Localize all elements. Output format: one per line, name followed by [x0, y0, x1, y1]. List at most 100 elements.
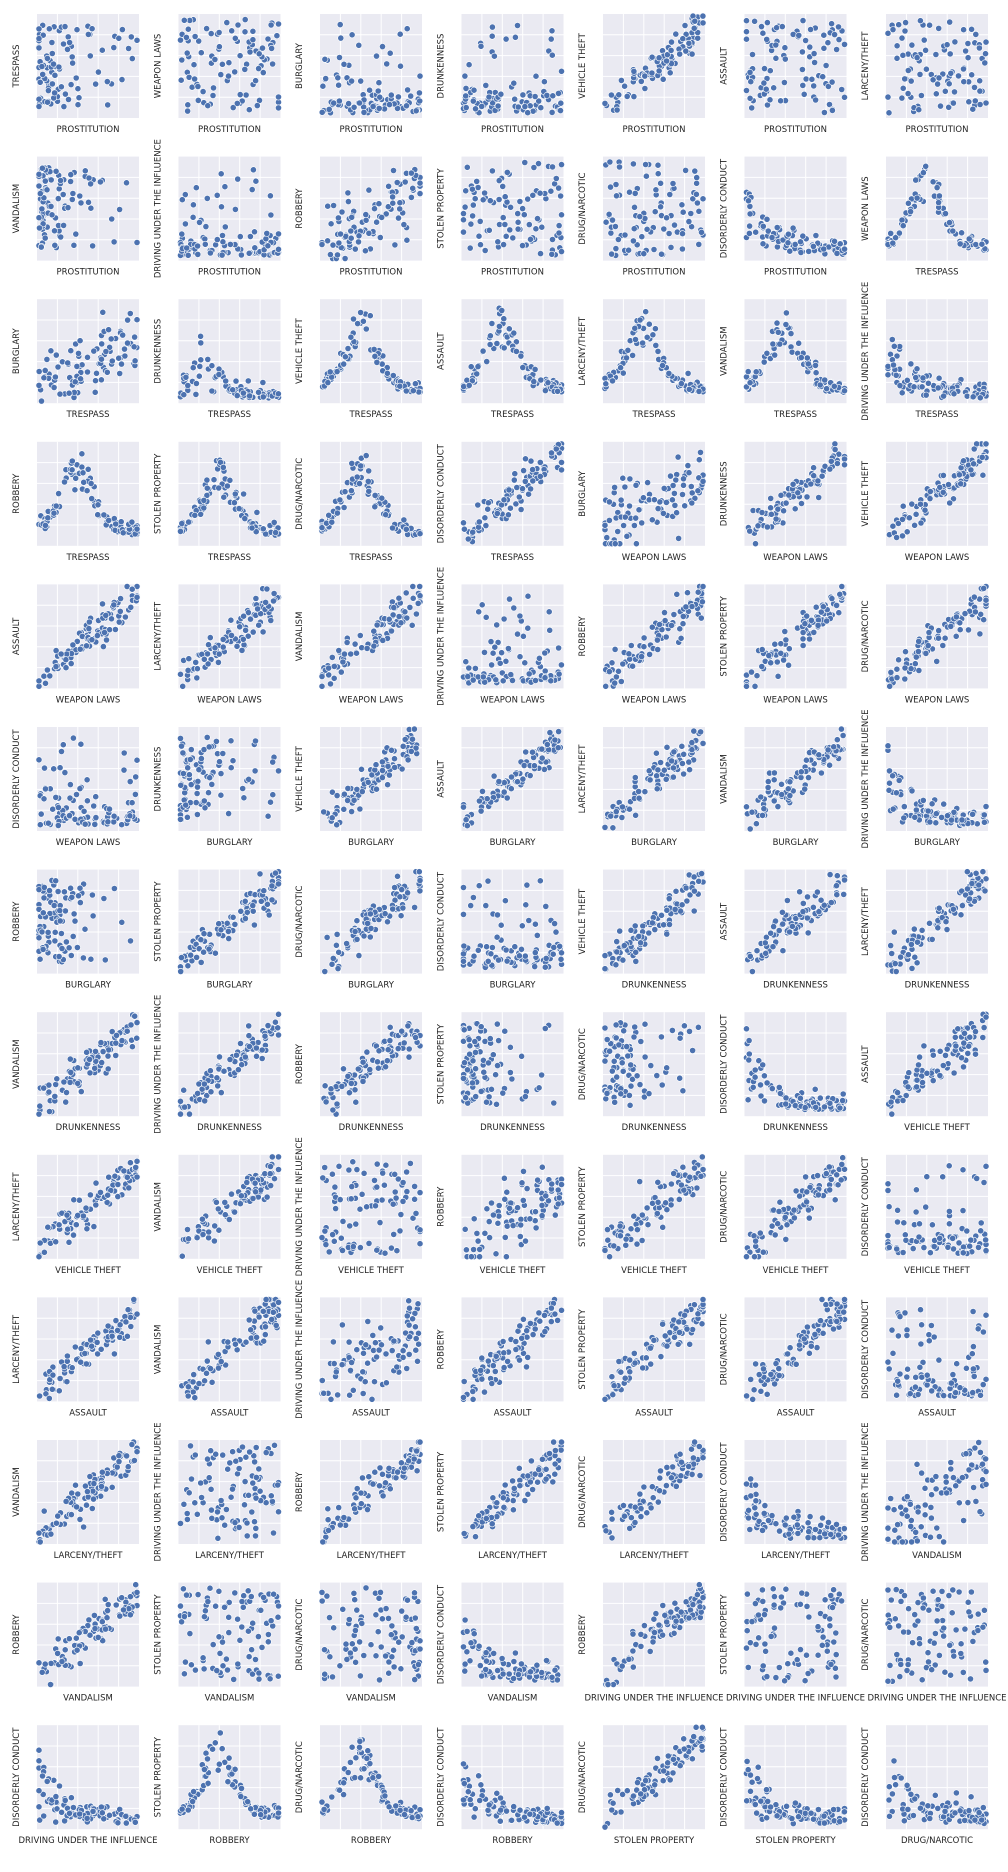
- y-axis-label: DRUNKENNESS: [437, 34, 447, 99]
- data-point: [558, 458, 565, 466]
- data-point: [799, 629, 807, 636]
- data-point: [72, 230, 80, 238]
- data-point: [259, 525, 267, 533]
- data-point: [499, 182, 507, 190]
- data-point: [58, 945, 66, 952]
- data-point: [626, 805, 633, 813]
- data-point: [655, 54, 663, 62]
- data-point: [640, 494, 647, 502]
- data-point: [254, 605, 261, 613]
- data-point: [182, 373, 190, 381]
- x-axis-label: BURGLARY: [773, 838, 820, 848]
- data-point: [37, 243, 45, 251]
- data-point: [229, 104, 237, 111]
- data-point: [179, 770, 187, 777]
- data-point: [94, 511, 102, 519]
- data-point: [821, 376, 829, 384]
- data-point: [770, 797, 778, 805]
- data-point: [326, 251, 334, 258]
- data-point: [270, 597, 277, 605]
- data-point: [194, 83, 202, 90]
- data-point: [824, 39, 832, 47]
- data-point: [218, 251, 226, 259]
- data-point: [948, 816, 955, 824]
- data-point: [358, 788, 366, 795]
- data-point: [919, 797, 927, 804]
- data-point: [227, 764, 235, 772]
- data-point: [253, 102, 261, 109]
- data-point: [267, 798, 274, 806]
- data-point: [87, 180, 94, 188]
- data-point: [507, 203, 514, 211]
- data-point: [366, 910, 374, 918]
- data-point: [92, 377, 99, 385]
- data-point: [83, 487, 91, 495]
- data-point: [374, 87, 382, 95]
- data-point: [608, 250, 615, 258]
- data-point: [911, 660, 919, 668]
- x-axis-label: TRESPASS: [490, 410, 534, 420]
- y-axis-label: WEAPON LAWS: [861, 176, 871, 241]
- data-point: [759, 240, 767, 248]
- data-point: [75, 892, 82, 900]
- data-point: [747, 78, 755, 86]
- data-point: [688, 603, 696, 610]
- data-point: [181, 220, 189, 228]
- data-point: [203, 484, 211, 492]
- data-point: [763, 36, 771, 43]
- data-point: [797, 249, 805, 256]
- data-point: [408, 621, 416, 629]
- data-point: [77, 199, 85, 207]
- data-point: [951, 38, 959, 46]
- y-axis-label: ASSAULT: [437, 332, 447, 370]
- data-point: [209, 92, 217, 99]
- data-point: [541, 78, 548, 86]
- data-point: [884, 362, 892, 370]
- data-point: [908, 787, 916, 795]
- data-point: [121, 352, 129, 360]
- data-point: [225, 59, 233, 67]
- data-point: [555, 728, 562, 735]
- data-point: [510, 476, 518, 484]
- data-point: [35, 35, 43, 42]
- data-point: [517, 352, 525, 360]
- data-point: [394, 105, 401, 112]
- data-point: [128, 518, 136, 526]
- x-axis-label: WEAPON LAWS: [56, 838, 121, 848]
- data-point: [415, 388, 423, 396]
- data-point: [84, 368, 91, 376]
- data-point: [119, 331, 127, 339]
- data-point: [485, 93, 493, 101]
- data-point: [509, 677, 516, 684]
- y-axis-label: LARCENY/THEFT: [154, 601, 164, 671]
- data-point: [650, 246, 658, 253]
- data-point: [662, 775, 670, 783]
- data-point: [810, 50, 818, 57]
- data-point: [538, 745, 546, 753]
- data-point: [376, 234, 384, 241]
- data-point: [652, 341, 660, 349]
- data-point: [819, 73, 827, 81]
- x-axis-label: BURGLARY: [490, 838, 537, 848]
- data-point: [270, 590, 278, 597]
- data-point: [521, 103, 529, 110]
- data-point: [356, 99, 363, 107]
- data-point: [409, 583, 417, 590]
- data-point: [746, 222, 753, 230]
- data-point: [264, 812, 272, 820]
- data-point: [334, 965, 342, 972]
- x-axis-label: TRESPASS: [207, 553, 251, 563]
- data-point: [120, 766, 128, 774]
- data-point: [92, 80, 99, 88]
- data-point: [56, 390, 64, 398]
- data-point: [259, 379, 267, 386]
- data-point: [259, 628, 267, 636]
- data-point: [177, 816, 184, 823]
- data-point: [910, 383, 918, 391]
- data-point: [946, 219, 953, 226]
- data-point: [85, 625, 93, 632]
